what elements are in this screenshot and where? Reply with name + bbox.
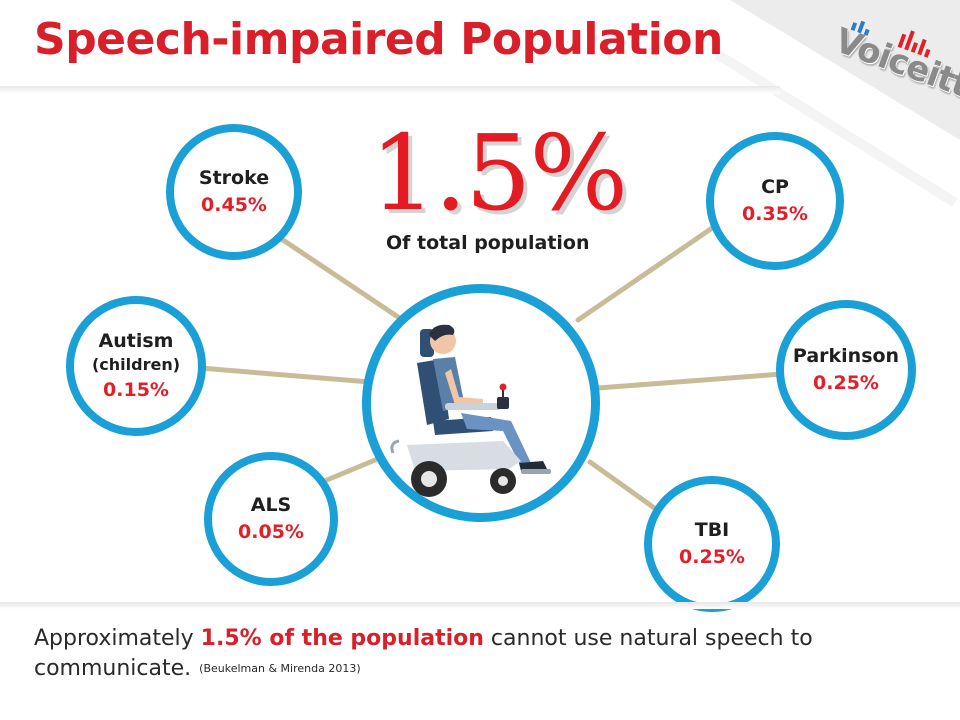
node-parkinson: Parkinson 0.25% — [776, 300, 916, 440]
connector-als — [319, 455, 383, 485]
node-value: 0.05% — [238, 521, 304, 543]
connector-tbi — [587, 459, 663, 515]
node-sublabel: (children) — [91, 355, 181, 374]
node-label: ALS — [250, 494, 292, 516]
node-value: 0.45% — [201, 194, 267, 216]
title-divider — [0, 86, 780, 94]
footer-citation: (Beukelman & Mirenda 2013) — [199, 662, 361, 675]
total-caption: Of total population — [386, 232, 590, 254]
node-als: ALS 0.05% — [204, 452, 338, 586]
footer-highlight: 1.5% of the population — [200, 626, 484, 651]
footer-note: Approximately 1.5% of the population can… — [34, 624, 914, 684]
node-label: Autism — [98, 330, 174, 352]
footer-suffix: cannot use natural speech to communicate… — [34, 626, 813, 681]
node-label: TBI — [694, 519, 730, 541]
node-tbi: TBI 0.25% — [644, 476, 780, 612]
corner-decoration — [730, 0, 960, 140]
footer-prefix: Approximately — [34, 626, 201, 651]
total-percentage: 1.5% — [370, 112, 628, 234]
page-title: Speech-impaired Population — [34, 14, 723, 65]
center-circle — [362, 284, 600, 522]
node-label: Stroke — [198, 167, 270, 189]
connector-stroke — [277, 235, 413, 328]
node-value: 0.35% — [742, 203, 808, 225]
node-stroke: Stroke 0.45% — [166, 124, 302, 260]
node-value: 0.25% — [813, 372, 879, 394]
node-autism: Autism (children) 0.15% — [66, 296, 206, 436]
node-value: 0.15% — [103, 379, 169, 401]
node-label: CP — [761, 176, 789, 198]
node-cp: CP 0.35% — [706, 132, 844, 270]
connector-cp — [575, 221, 721, 323]
connector-autism — [197, 365, 373, 385]
footer-divider — [0, 602, 960, 609]
wheelchair-user-illustration-icon — [390, 324, 551, 497]
connector-parkinson — [595, 371, 785, 391]
node-label: Parkinson — [792, 345, 900, 367]
node-value: 0.25% — [679, 546, 745, 568]
